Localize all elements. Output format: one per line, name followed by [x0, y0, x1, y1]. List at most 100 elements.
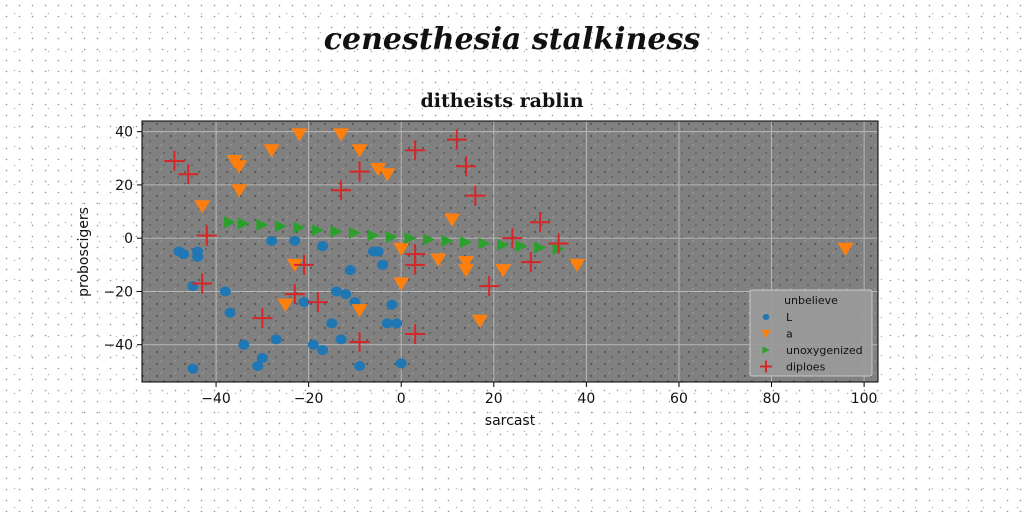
grid-lines: [142, 121, 878, 382]
series-2-point: [367, 229, 380, 242]
series-1-point: [569, 258, 586, 273]
series-2-point: [441, 234, 454, 247]
series-0-point: [395, 358, 407, 369]
series-0-point: [330, 286, 342, 297]
series-2-point: [404, 232, 417, 245]
series-3-point: [405, 324, 426, 345]
series-1-point: [444, 213, 461, 227]
series-0-point: [326, 318, 338, 329]
series-2-point: [330, 225, 343, 238]
legend-label-2: unoxygenized: [786, 344, 863, 357]
series-1-point: [263, 144, 280, 158]
series-0-point: [270, 334, 282, 345]
x-axis-label: sarcast: [485, 413, 536, 429]
x-tick-label: 80: [763, 391, 781, 407]
series-3-point: [479, 276, 500, 297]
series-3-point: [294, 254, 315, 275]
series-1-point: [277, 298, 294, 312]
series-1-point: [194, 200, 211, 214]
x-tick-label: 0: [397, 391, 406, 407]
y-tick-label: −20: [103, 284, 133, 300]
series-0-point: [266, 235, 278, 246]
series-3-point: [456, 156, 477, 177]
x-tick-label: −40: [201, 391, 231, 407]
series-2-point: [534, 241, 547, 254]
series-3-point: [331, 180, 352, 201]
series-1-point: [471, 314, 488, 328]
series-1-point: [837, 242, 854, 257]
series-3-point: [178, 164, 199, 185]
series-0-point: [192, 251, 204, 262]
series-3-point: [192, 273, 213, 294]
x-tick-label: 100: [851, 391, 878, 407]
legend-label-0: L: [786, 311, 793, 324]
series-0-point: [386, 299, 398, 310]
series-1-point: [231, 184, 248, 198]
series-3-point: [164, 150, 185, 171]
series-0-point: [391, 318, 403, 329]
series-0-point: [344, 265, 356, 276]
y-tick-label: 40: [115, 125, 133, 141]
legend-marker-0: [762, 314, 770, 320]
series-3-point: [530, 212, 551, 233]
series-1-point: [430, 253, 447, 267]
series-1-point: [495, 264, 512, 278]
series-3-point: [307, 292, 328, 313]
series-2-point: [515, 240, 528, 253]
legend-marker-2: [762, 346, 770, 354]
chart-title: ditheists rablin: [420, 90, 583, 112]
y-tick-label: 20: [115, 178, 133, 194]
series-3-point: [349, 161, 370, 182]
legend-label-1: a: [786, 328, 793, 341]
series-2-point: [274, 220, 287, 233]
series-2-point: [223, 216, 236, 229]
series-0-point: [317, 241, 329, 252]
series-3-point: [405, 254, 426, 275]
legend-box: [749, 289, 873, 377]
x-tick-label: 20: [485, 391, 503, 407]
series-3-point: [465, 185, 486, 206]
series-1-point: [370, 162, 387, 177]
series-0-point: [187, 363, 199, 374]
series-2-point: [478, 237, 491, 250]
series-3-point: [548, 233, 569, 254]
series-0-point: [340, 289, 352, 300]
series-0-point: [252, 361, 264, 372]
series-3-point: [349, 332, 370, 353]
series-0-point: [298, 297, 310, 308]
series-2-point: [348, 226, 361, 239]
y-tick-label: 0: [124, 231, 133, 247]
series-2-point: [497, 238, 510, 251]
legend-marker-1: [761, 329, 771, 338]
series-3-point: [446, 129, 467, 150]
series-2-point: [256, 218, 269, 231]
y-axis-label: proboscigers: [76, 207, 92, 297]
series-1-point: [458, 256, 475, 270]
legend-label-3: diploes: [786, 361, 826, 374]
figure-suptitle: cenesthesia stalkiness: [323, 22, 701, 57]
axis-ticks: −40 −20 0 20 40 60 80 100 −40 −20 0 20 40: [103, 125, 877, 407]
series-3-point: [284, 284, 305, 305]
series-0-point: [372, 246, 384, 257]
series-3-point: [405, 140, 426, 161]
series-1-point: [291, 128, 308, 142]
series-2-point: [293, 221, 306, 234]
series-0-point: [377, 259, 389, 270]
plot-frame: [141, 120, 879, 383]
series-2-point: [422, 233, 435, 246]
series-0-point: [354, 361, 366, 372]
series-2-point: [311, 224, 324, 237]
series-1-point: [393, 242, 410, 257]
series-0-point: [317, 345, 329, 356]
series-1-point: [231, 160, 248, 174]
series-2-point: [385, 230, 398, 243]
series-3-point: [520, 252, 541, 273]
legend-title: unbelieve: [784, 294, 838, 307]
series-1-point: [393, 277, 410, 291]
data-marks: [164, 128, 854, 374]
series-0-point: [238, 339, 250, 350]
series-1-point: [351, 144, 368, 158]
series-0-point: [381, 318, 393, 329]
series-3-point: [252, 308, 273, 329]
